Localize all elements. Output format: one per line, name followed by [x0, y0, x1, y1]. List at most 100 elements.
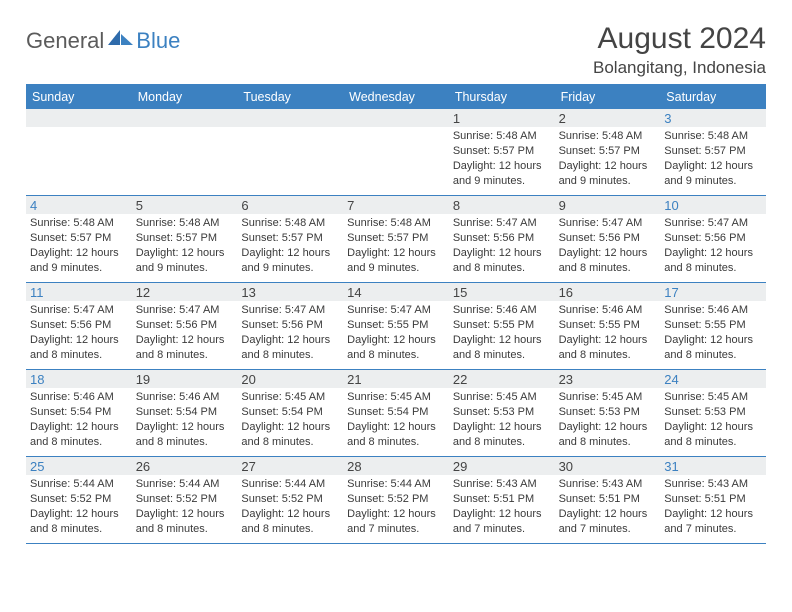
sunset-text: Sunset: 5:54 PM: [347, 405, 445, 420]
daylight-text: Daylight: 12 hours and 8 minutes.: [559, 246, 657, 276]
sunrise-text: Sunrise: 5:47 AM: [559, 216, 657, 231]
sunrise-text: Sunrise: 5:46 AM: [453, 303, 551, 318]
calendar-cell: 3Sunrise: 5:48 AMSunset: 5:57 PMDaylight…: [660, 109, 766, 195]
day-number: 30: [555, 457, 661, 475]
day-detail: Sunrise: 5:48 AMSunset: 5:57 PMDaylight:…: [449, 127, 555, 192]
daylight-text: Daylight: 12 hours and 9 minutes.: [241, 246, 339, 276]
daylight-text: Daylight: 12 hours and 9 minutes.: [347, 246, 445, 276]
sunrise-text: Sunrise: 5:47 AM: [347, 303, 445, 318]
sunset-text: Sunset: 5:51 PM: [559, 492, 657, 507]
sunrise-text: Sunrise: 5:47 AM: [453, 216, 551, 231]
day-number: 27: [237, 457, 343, 475]
daylight-text: Daylight: 12 hours and 8 minutes.: [241, 333, 339, 363]
day-number: 15: [449, 283, 555, 301]
daylight-text: Daylight: 12 hours and 7 minutes.: [347, 507, 445, 537]
day-detail: Sunrise: 5:46 AMSunset: 5:55 PMDaylight:…: [449, 301, 555, 366]
day-detail: Sunrise: 5:45 AMSunset: 5:53 PMDaylight:…: [660, 388, 766, 453]
calendar-cell: 21Sunrise: 5:45 AMSunset: 5:54 PMDayligh…: [343, 370, 449, 456]
calendar-cell: 31Sunrise: 5:43 AMSunset: 5:51 PMDayligh…: [660, 457, 766, 543]
calendar-cell: [343, 109, 449, 195]
day-number: 16: [555, 283, 661, 301]
weekday-monday: Monday: [132, 85, 238, 109]
sunset-text: Sunset: 5:52 PM: [241, 492, 339, 507]
sunrise-text: Sunrise: 5:43 AM: [453, 477, 551, 492]
sunset-text: Sunset: 5:53 PM: [453, 405, 551, 420]
day-number: 8: [449, 196, 555, 214]
sunrise-text: Sunrise: 5:48 AM: [664, 129, 762, 144]
day-detail: Sunrise: 5:48 AMSunset: 5:57 PMDaylight:…: [237, 214, 343, 279]
day-detail: Sunrise: 5:44 AMSunset: 5:52 PMDaylight:…: [26, 475, 132, 540]
sunrise-text: Sunrise: 5:44 AM: [30, 477, 128, 492]
sunset-text: Sunset: 5:52 PM: [30, 492, 128, 507]
day-number: 13: [237, 283, 343, 301]
calendar-cell: 20Sunrise: 5:45 AMSunset: 5:54 PMDayligh…: [237, 370, 343, 456]
weekday-header-row: Sunday Monday Tuesday Wednesday Thursday…: [26, 85, 766, 109]
calendar-cell: 4Sunrise: 5:48 AMSunset: 5:57 PMDaylight…: [26, 196, 132, 282]
day-detail: Sunrise: 5:46 AMSunset: 5:55 PMDaylight:…: [555, 301, 661, 366]
weekday-thursday: Thursday: [449, 85, 555, 109]
daylight-text: Daylight: 12 hours and 8 minutes.: [30, 507, 128, 537]
daylight-text: Daylight: 12 hours and 8 minutes.: [30, 420, 128, 450]
day-number: 6: [237, 196, 343, 214]
day-number: 28: [343, 457, 449, 475]
sunrise-text: Sunrise: 5:46 AM: [30, 390, 128, 405]
sunset-text: Sunset: 5:51 PM: [453, 492, 551, 507]
day-detail: Sunrise: 5:44 AMSunset: 5:52 PMDaylight:…: [132, 475, 238, 540]
day-number: 19: [132, 370, 238, 388]
daylight-text: Daylight: 12 hours and 8 minutes.: [453, 246, 551, 276]
daylight-text: Daylight: 12 hours and 8 minutes.: [136, 420, 234, 450]
day-number: 20: [237, 370, 343, 388]
calendar-cell: 15Sunrise: 5:46 AMSunset: 5:55 PMDayligh…: [449, 283, 555, 369]
sunrise-text: Sunrise: 5:47 AM: [664, 216, 762, 231]
sunrise-text: Sunrise: 5:43 AM: [559, 477, 657, 492]
calendar-cell: 19Sunrise: 5:46 AMSunset: 5:54 PMDayligh…: [132, 370, 238, 456]
calendar-cell: 22Sunrise: 5:45 AMSunset: 5:53 PMDayligh…: [449, 370, 555, 456]
day-number: 23: [555, 370, 661, 388]
daylight-text: Daylight: 12 hours and 8 minutes.: [136, 507, 234, 537]
sunrise-text: Sunrise: 5:44 AM: [347, 477, 445, 492]
day-detail: Sunrise: 5:47 AMSunset: 5:56 PMDaylight:…: [660, 214, 766, 279]
day-detail: Sunrise: 5:47 AMSunset: 5:56 PMDaylight:…: [237, 301, 343, 366]
day-number: 14: [343, 283, 449, 301]
day-number: 7: [343, 196, 449, 214]
calendar-cell: 18Sunrise: 5:46 AMSunset: 5:54 PMDayligh…: [26, 370, 132, 456]
sunset-text: Sunset: 5:57 PM: [453, 144, 551, 159]
sunset-text: Sunset: 5:56 PM: [453, 231, 551, 246]
calendar-cell: 5Sunrise: 5:48 AMSunset: 5:57 PMDaylight…: [132, 196, 238, 282]
sunset-text: Sunset: 5:55 PM: [453, 318, 551, 333]
sunrise-text: Sunrise: 5:45 AM: [241, 390, 339, 405]
sunset-text: Sunset: 5:57 PM: [559, 144, 657, 159]
brand-part1: General: [26, 28, 104, 54]
daylight-text: Daylight: 12 hours and 9 minutes.: [453, 159, 551, 189]
day-detail: Sunrise: 5:45 AMSunset: 5:54 PMDaylight:…: [237, 388, 343, 453]
sunset-text: Sunset: 5:55 PM: [664, 318, 762, 333]
day-number: [26, 109, 132, 127]
day-number: 5: [132, 196, 238, 214]
calendar-cell: 7Sunrise: 5:48 AMSunset: 5:57 PMDaylight…: [343, 196, 449, 282]
sunset-text: Sunset: 5:54 PM: [30, 405, 128, 420]
day-number: 11: [26, 283, 132, 301]
day-number: [343, 109, 449, 127]
day-number: 9: [555, 196, 661, 214]
sunrise-text: Sunrise: 5:45 AM: [664, 390, 762, 405]
day-number: 22: [449, 370, 555, 388]
daylight-text: Daylight: 12 hours and 8 minutes.: [664, 420, 762, 450]
sunrise-text: Sunrise: 5:47 AM: [136, 303, 234, 318]
daylight-text: Daylight: 12 hours and 9 minutes.: [559, 159, 657, 189]
day-number: 2: [555, 109, 661, 127]
daylight-text: Daylight: 12 hours and 8 minutes.: [664, 333, 762, 363]
daylight-text: Daylight: 12 hours and 8 minutes.: [241, 420, 339, 450]
sunrise-text: Sunrise: 5:48 AM: [136, 216, 234, 231]
calendar-cell: 12Sunrise: 5:47 AMSunset: 5:56 PMDayligh…: [132, 283, 238, 369]
location-label: Bolangitang, Indonesia: [593, 58, 766, 78]
sunrise-text: Sunrise: 5:48 AM: [453, 129, 551, 144]
weekday-friday: Friday: [555, 85, 661, 109]
sunset-text: Sunset: 5:55 PM: [559, 318, 657, 333]
calendar-week: 11 Sunrise: 5:47 AMSunset: 5:56 PMDayligh…: [26, 283, 766, 370]
title-block: August 2024 Bolangitang, Indonesia: [593, 22, 766, 78]
daylight-text: Daylight: 12 hours and 8 minutes.: [664, 246, 762, 276]
daylight-text: Daylight: 12 hours and 8 minutes.: [453, 333, 551, 363]
day-detail: Sunrise: 5:43 AMSunset: 5:51 PMDaylight:…: [660, 475, 766, 540]
day-detail: Sunrise: 5:44 AMSunset: 5:52 PMDaylight:…: [343, 475, 449, 540]
daylight-text: Daylight: 12 hours and 7 minutes.: [453, 507, 551, 537]
